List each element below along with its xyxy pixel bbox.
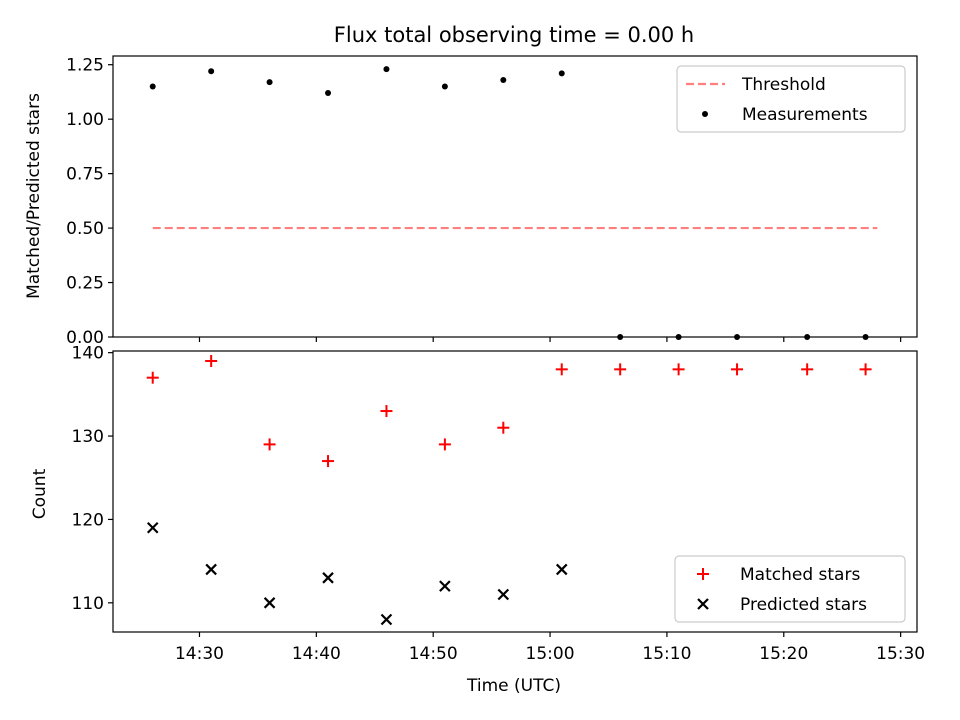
- top-y-tick-label: 1.00: [66, 110, 104, 130]
- data-point: [862, 334, 869, 340]
- data-point: [675, 334, 682, 340]
- data-point: [439, 580, 451, 592]
- x-tick-label: 15:10: [642, 644, 691, 664]
- legend-frame: [674, 555, 906, 623]
- legend-handle-dot: [702, 111, 708, 117]
- x-tick-label: 14:40: [292, 644, 341, 664]
- marker-stroke: [205, 563, 217, 576]
- marker-stroke: [146, 521, 159, 534]
- bottom-y-tick-label: 140: [72, 344, 104, 364]
- data-point: [500, 76, 507, 83]
- data-point: [380, 405, 393, 418]
- top-y-tick-label: 1.25: [66, 56, 104, 76]
- data-point: [497, 588, 510, 601]
- data-point: [672, 363, 685, 376]
- legend-frame: [676, 65, 906, 133]
- data-point: [322, 572, 334, 584]
- top-plot-area: 0.00 0.25 0.50 0.75 1.00 1.25 Threshold Measure…: [66, 55, 918, 348]
- x-tick-label: 14:50: [409, 644, 458, 664]
- data-point: [205, 355, 218, 368]
- data-point: [383, 66, 390, 73]
- bottom-y-tick-label: 110: [72, 594, 104, 614]
- data-point: [859, 363, 872, 376]
- legend-label: Measurements: [742, 105, 868, 125]
- marker-stroke: [439, 580, 451, 592]
- top-y-axis-label: Matched/Predicted stars: [24, 93, 44, 299]
- bottom-axes-frame: [112, 350, 918, 633]
- data-point: [734, 334, 741, 340]
- marker-stroke: [322, 572, 334, 584]
- marker-stroke: [380, 613, 393, 626]
- bottom-y-tick-label: 130: [72, 427, 104, 447]
- top-y-tick-label: 0.25: [66, 274, 104, 294]
- top-axes-frame: [112, 55, 918, 338]
- marker-stroke: [555, 563, 568, 576]
- data-point: [804, 334, 811, 340]
- legend-handle-x: [697, 598, 709, 610]
- data-point: [266, 79, 273, 86]
- data-point: [497, 421, 510, 434]
- data-point: [325, 90, 332, 97]
- data-point: [263, 597, 276, 609]
- bottom-legend: Matched stars Predicted stars: [674, 555, 906, 623]
- marker-stroke: [263, 597, 276, 609]
- bottom-y-tick-label: 120: [72, 510, 104, 530]
- data-point: [205, 563, 217, 576]
- top-legend: Threshold Measurements: [676, 65, 906, 133]
- data-point: [801, 363, 814, 376]
- data-point: [558, 70, 565, 77]
- series-measurements: [149, 66, 869, 340]
- legend-label: Predicted stars: [740, 595, 867, 615]
- bottom-y-axis-label: Count: [30, 468, 50, 519]
- data-point: [263, 438, 276, 451]
- legend-label: Threshold: [741, 75, 826, 95]
- x-axis-label: Time (UTC): [466, 676, 561, 696]
- top-y-tick-label: 0.50: [66, 219, 104, 239]
- legend-label: Matched stars: [740, 565, 860, 585]
- data-point: [441, 83, 448, 90]
- data-point: [149, 83, 156, 90]
- bottom-plot-area: 110 120 130 140 14:30 14:40 14:50 15:00 15:10 15:…: [72, 344, 926, 664]
- x-tick-label: 15:30: [876, 644, 925, 664]
- data-point: [146, 521, 159, 534]
- data-point: [322, 455, 335, 468]
- x-tick-label: 15:00: [526, 644, 575, 664]
- data-point: [208, 68, 215, 75]
- series-matched-stars: [146, 355, 872, 468]
- data-point: [555, 563, 568, 576]
- data-point: [731, 363, 744, 376]
- data-point: [438, 438, 451, 451]
- x-tick-label: 14:30: [175, 644, 224, 664]
- data-point: [146, 371, 159, 384]
- data-point: [380, 613, 393, 626]
- chart-title: Flux total observing time = 0.00 h: [334, 23, 694, 47]
- data-point: [555, 363, 568, 376]
- data-point: [617, 334, 624, 340]
- data-point: [614, 363, 627, 376]
- top-y-tick-label: 0.00: [66, 328, 104, 348]
- series-predicted-stars: [146, 521, 568, 626]
- top-y-tick-label: 0.75: [66, 165, 104, 185]
- x-tick-label: 15:20: [759, 644, 808, 664]
- marker-stroke: [497, 588, 510, 601]
